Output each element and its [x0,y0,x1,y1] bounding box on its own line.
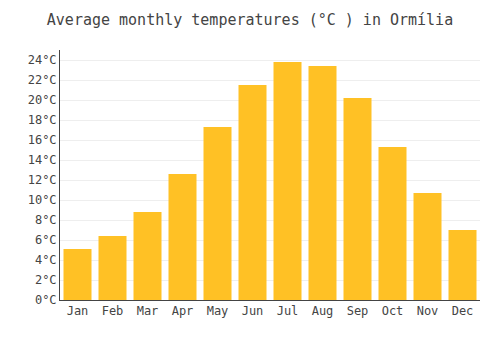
svg-text:Feb: Feb [102,304,124,318]
svg-text:Sep: Sep [347,304,369,318]
svg-text:18°C: 18°C [28,113,57,127]
svg-text:0°C: 0°C [35,293,57,307]
svg-text:May: May [207,304,229,318]
svg-text:20°C: 20°C [28,93,57,107]
svg-text:8°C: 8°C [35,213,57,227]
svg-text:Dec: Dec [452,304,474,318]
svg-text:Oct: Oct [382,304,404,318]
svg-text:Mar: Mar [137,304,159,318]
svg-text:Apr: Apr [172,304,194,318]
svg-text:Jul: Jul [277,304,299,318]
svg-text:Aug: Aug [312,304,334,318]
svg-text:10°C: 10°C [28,193,57,207]
svg-text:24°C: 24°C [28,53,57,67]
svg-text:Jun: Jun [242,304,264,318]
svg-text:4°C: 4°C [35,253,57,267]
svg-text:Nov: Nov [417,304,439,318]
svg-text:14°C: 14°C [28,153,57,167]
svg-text:Jan: Jan [67,304,89,318]
svg-text:2°C: 2°C [35,273,57,287]
svg-text:12°C: 12°C [28,173,57,187]
svg-text:16°C: 16°C [28,133,57,147]
svg-text:Average monthly temperatures (: Average monthly temperatures (°C ) in Or… [47,11,453,29]
svg-text:6°C: 6°C [35,233,57,247]
svg-text:22°C: 22°C [28,73,57,87]
